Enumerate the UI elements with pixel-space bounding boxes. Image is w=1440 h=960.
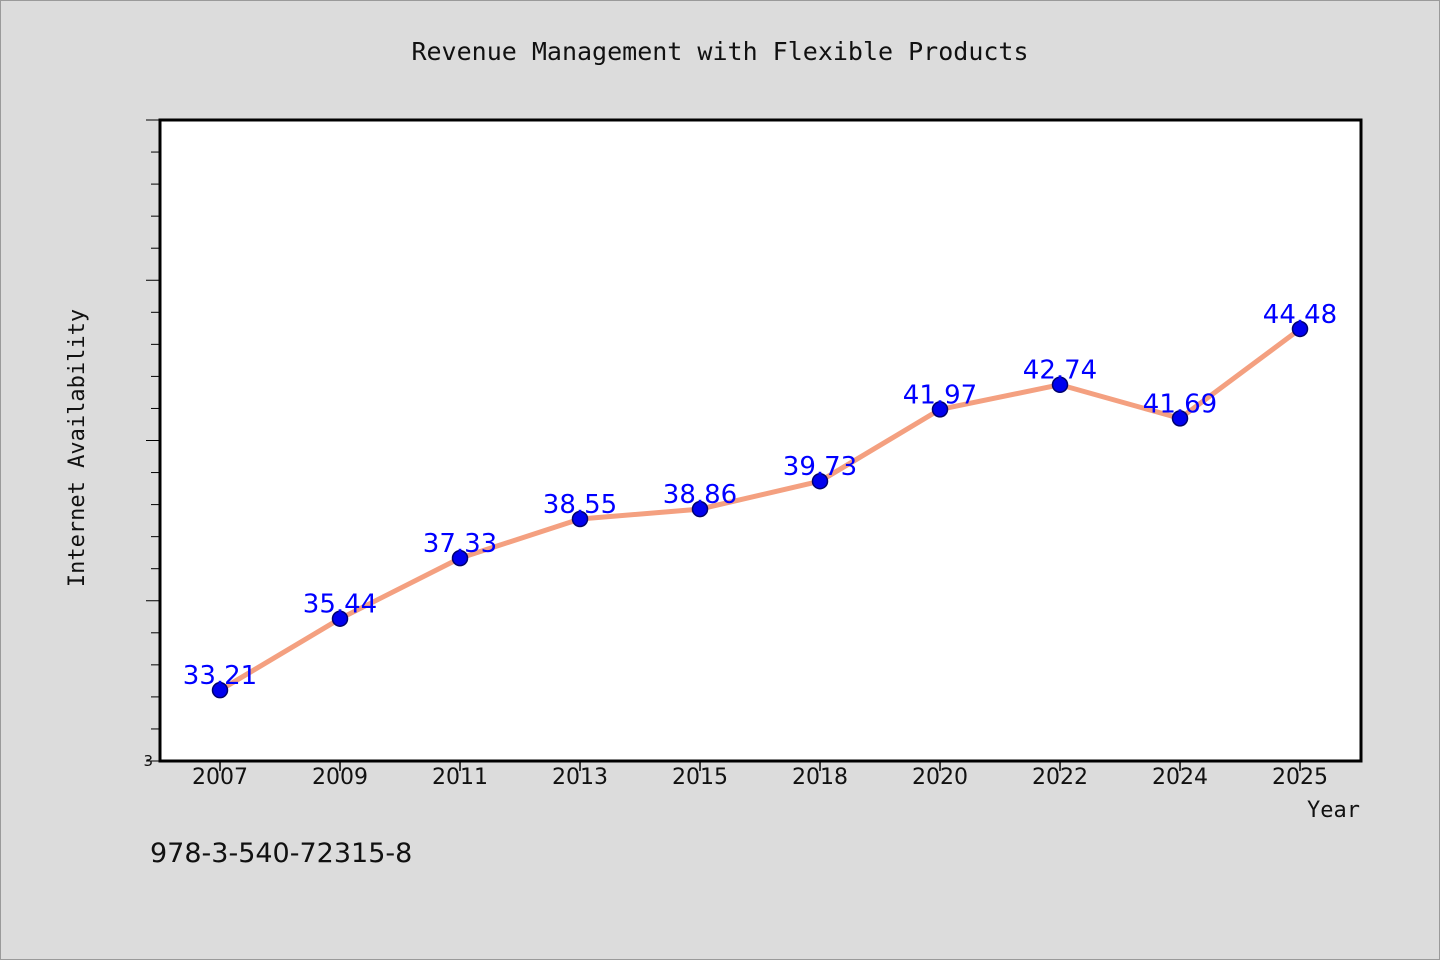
x-axis-tick-labels: 2007 2009 2011 2013 2015 2018 2020 2022 2024 2025	[192, 765, 1328, 790]
data-label: 38.86	[663, 480, 737, 510]
y-axis-ticks	[146, 119, 160, 762]
x-tick-label: 2018	[792, 765, 848, 790]
x-tick-label: 2020	[912, 765, 968, 790]
x-tick-label: 2024	[1152, 765, 1208, 790]
data-point	[211, 681, 229, 699]
data-label: 37.33	[423, 529, 497, 559]
data-label: 35.44	[303, 590, 377, 620]
data-point	[331, 610, 349, 627]
x-axis-ticks	[219, 761, 1301, 771]
data-point	[451, 549, 469, 567]
x-tick-label: 2025	[1272, 765, 1328, 790]
data-labels: 33.21 35.44 37.33 38.55 38.86 39.73 41.97 42.74…	[183, 300, 1337, 691]
plot-area	[158, 118, 1363, 763]
x-tick-label: 2015	[672, 765, 728, 790]
x-tick-label: 2011	[432, 765, 488, 790]
data-label: 42.74	[1023, 356, 1097, 386]
data-point	[811, 472, 829, 490]
data-label: 33.21	[183, 661, 257, 691]
chart-title: Revenue Management with Flexible Product…	[411, 37, 1028, 66]
x-tick-label: 2009	[312, 765, 368, 790]
isbn-text: 978-3-540-72315-8	[150, 838, 412, 869]
y-axis-label: Internet Availability	[65, 309, 90, 587]
data-point	[931, 401, 949, 418]
data-point	[1171, 410, 1189, 427]
data-label: 38.55	[543, 490, 617, 520]
data-label: 39.73	[783, 452, 857, 482]
series-line	[217, 326, 1303, 693]
data-point	[691, 500, 709, 518]
data-label: 41.69	[1143, 389, 1217, 419]
data-markers	[211, 320, 1309, 699]
data-label: 41.97	[903, 380, 977, 410]
data-point	[571, 510, 589, 528]
x-axis-label: Year	[1307, 798, 1360, 823]
x-tick-label: 2022	[1032, 765, 1088, 790]
x-tick-label: 2013	[552, 765, 608, 790]
data-point	[1051, 376, 1069, 393]
data-label: 44.48	[1263, 300, 1337, 330]
data-point	[1291, 320, 1309, 338]
x-tick-label: 2007	[192, 765, 248, 790]
y-tick-label: 3	[143, 752, 153, 770]
